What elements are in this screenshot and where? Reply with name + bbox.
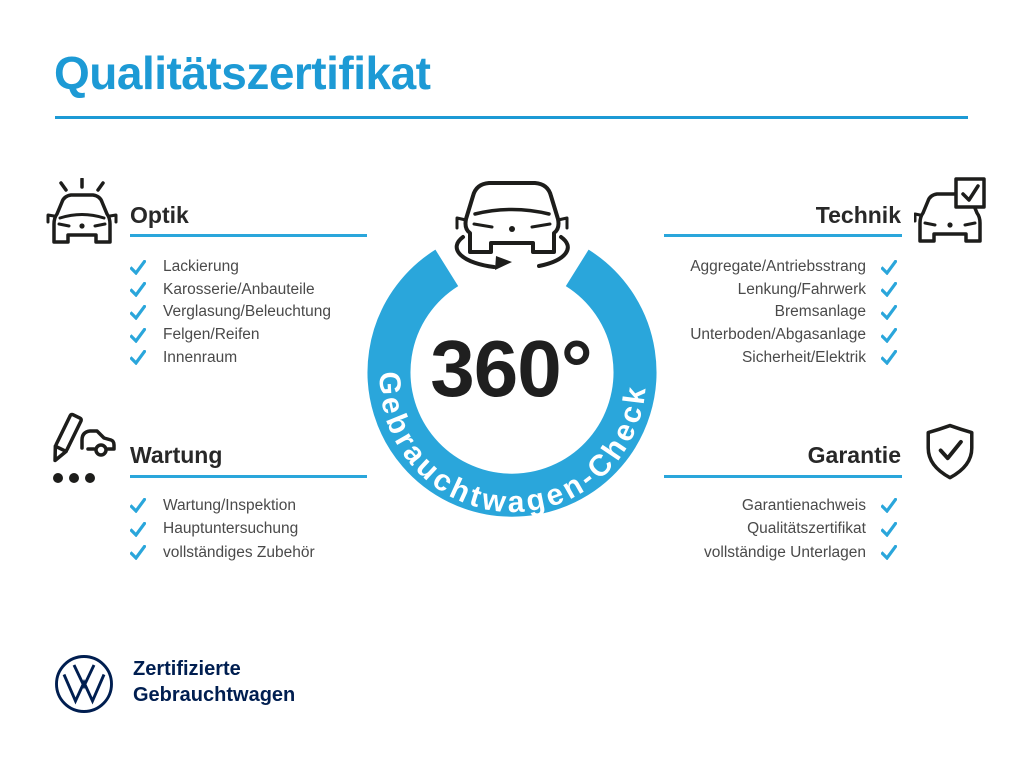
check-icon (881, 304, 897, 320)
section-title-technik: Technik (815, 202, 901, 228)
ring-arc (367, 249, 657, 517)
vw-logo (55, 655, 113, 713)
item-label: Lackierung (163, 258, 239, 276)
optik-checklist: Lackierung Karosserie/Anbauteile Verglas… (130, 256, 410, 369)
list-item: Lackierung (130, 256, 410, 279)
check-icon (130, 259, 146, 275)
gebrauchtwagen-check-badge: Gebrauchtwagen-Check 360° (367, 181, 657, 520)
check-icon (881, 521, 897, 537)
section-divider-optik (130, 234, 367, 237)
footer-line1: Zertifizierte (133, 658, 241, 680)
list-item: vollständiges Zubehör (130, 541, 420, 565)
item-label: Wartung/Inspektion (163, 496, 296, 514)
section-title-optik: Optik (130, 202, 189, 228)
item-label: Lenkung/Fahrwerk (737, 280, 866, 298)
check-icon (881, 259, 897, 275)
service-pencil-car-icon (53, 412, 116, 483)
check-icon (881, 327, 897, 343)
check-icon (130, 498, 146, 514)
check-icon (130, 282, 146, 298)
section-divider-wartung (130, 475, 367, 478)
item-label: Hauptuntersuchung (163, 520, 299, 538)
section-divider-technik (664, 234, 902, 237)
list-item: Aggregate/Antriebsstrang (587, 256, 897, 279)
list-item: Wartung/Inspektion (130, 494, 420, 518)
check-icon (130, 304, 146, 320)
item-label: Qualitätszertifikat (747, 520, 866, 538)
list-item: Karosserie/Anbauteile (130, 279, 410, 302)
list-item: Sicherheit/Elektrik (587, 346, 897, 369)
item-label: Bremsanlage (774, 303, 866, 321)
list-item: Lenkung/Fahrwerk (587, 279, 897, 302)
certified-used-cars-label: Zertifizierte Gebrauchtwagen (133, 656, 295, 708)
garantie-checklist: Garantienachweis Qualitätszertifikat vol… (587, 494, 897, 565)
item-label: Karosserie/Anbauteile (163, 280, 315, 298)
list-item: Garantienachweis (587, 494, 897, 518)
shield-check-icon (926, 423, 974, 480)
item-label: Aggregate/Antriebsstrang (690, 258, 866, 276)
list-item: vollständige Unterlagen (587, 541, 897, 565)
car-360-rotation-icon (454, 181, 570, 270)
check-icon (881, 498, 897, 514)
list-item: Innenraum (130, 346, 410, 369)
check-icon (130, 350, 146, 366)
item-label: Verglasung/Beleuchtung (163, 303, 332, 321)
list-item: Bremsanlage (587, 301, 897, 324)
section-title-wartung: Wartung (130, 442, 223, 468)
section-divider-garantie (664, 475, 902, 478)
item-label: Innenraum (163, 348, 238, 366)
check-icon (130, 545, 146, 561)
list-item: Verglasung/Beleuchtung (130, 301, 410, 324)
item-label: Unterboden/Abgasanlage (690, 326, 866, 344)
list-item: Felgen/Reifen (130, 324, 410, 347)
list-item: Qualitätszertifikat (587, 518, 897, 542)
title-divider (55, 116, 968, 119)
wartung-checklist: Wartung/Inspektion Hauptuntersuchung vol… (130, 494, 420, 565)
page-title: Qualitätszertifikat (54, 47, 431, 99)
check-icon (130, 521, 146, 537)
car-checklist-icon (914, 177, 986, 243)
degree-value: 360° (430, 324, 591, 413)
item-label: Felgen/Reifen (163, 326, 260, 344)
car-front-shine-icon (46, 178, 118, 244)
list-item: Unterboden/Abgasanlage (587, 324, 897, 347)
check-icon (881, 350, 897, 366)
check-icon (881, 545, 897, 561)
list-item: Hauptuntersuchung (130, 518, 420, 542)
item-label: Sicherheit/Elektrik (741, 348, 866, 366)
item-label: vollständiges Zubehör (163, 543, 315, 561)
section-title-garantie: Garantie (807, 442, 901, 468)
item-label: Garantienachweis (741, 496, 866, 514)
check-icon (881, 282, 897, 298)
footer-line2: Gebrauchtwagen (133, 684, 296, 706)
technik-checklist: Aggregate/Antriebsstrang Lenkung/Fahrwer… (587, 256, 897, 369)
check-icon (130, 327, 146, 343)
item-label: vollständige Unterlagen (704, 543, 866, 561)
